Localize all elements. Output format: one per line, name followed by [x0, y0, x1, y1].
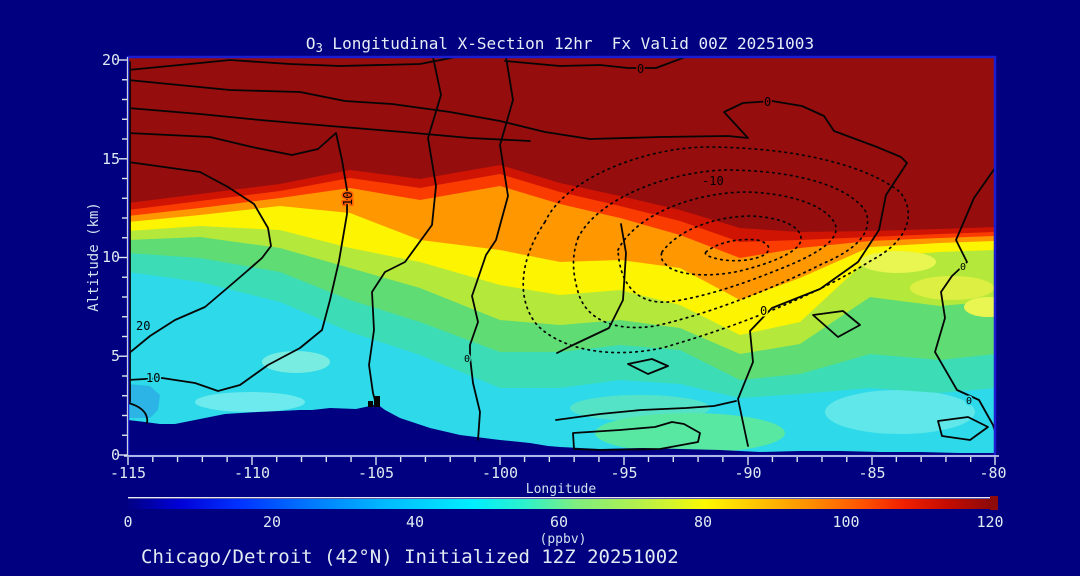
contour-loop — [627, 358, 669, 375]
contour-label: 0 — [764, 95, 771, 109]
y-tick-label: 20 — [102, 51, 120, 69]
x-tick-label: -90 — [734, 464, 761, 482]
contour-loop — [812, 310, 861, 338]
x-tick-label: -115 — [110, 464, 146, 482]
contour-dotted — [704, 238, 770, 262]
x-tick-label: -100 — [482, 464, 518, 482]
colorbar-tick-labels: 0 20 40 60 80 100 120 — [123, 513, 1003, 531]
field-patch-lightcyan — [195, 392, 305, 412]
plot-title: O3 Longitudinal X-Section 12hr Fx Valid … — [306, 34, 814, 55]
contour-dotted — [522, 146, 910, 354]
x-tick-label: -80 — [979, 464, 1006, 482]
field-patch-yellow — [860, 251, 936, 273]
contour-label: 0 — [966, 396, 972, 407]
contour-line-20 — [128, 161, 272, 355]
colorbar-tick-label: 120 — [976, 513, 1003, 531]
field-patch-yellow — [910, 276, 994, 300]
contour-line — [934, 167, 995, 432]
contour-dotted — [660, 215, 802, 276]
caption: Chicago/Detroit (42°N) Initialized 12Z 2… — [141, 546, 679, 568]
colorbar-tick-label: 80 — [694, 513, 712, 531]
x-tick-label: -105 — [358, 464, 394, 482]
contour-label: 20 — [136, 319, 150, 333]
colorbar-tick-label: 40 — [406, 513, 424, 531]
contour-line — [128, 57, 457, 71]
field-patch-springgreen — [595, 413, 785, 453]
x-minor-ticks — [152, 457, 972, 462]
contour-label: -10 — [702, 174, 724, 188]
contour-lines: 0 0 -10 10 20 10 0 0 0 0 — [128, 57, 995, 451]
x-tick-label: -110 — [234, 464, 270, 482]
contour-line — [555, 400, 737, 421]
y-major-ticks — [119, 59, 127, 456]
contour-label: 0 — [637, 62, 644, 76]
contour-line-zero-top — [504, 57, 688, 69]
contour-line — [128, 107, 531, 142]
field-patch-blue — [128, 384, 160, 418]
terrain-marker-icon — [368, 401, 373, 407]
colorbar-tick-label: 20 — [263, 513, 281, 531]
contour-label: 0 — [760, 304, 767, 318]
contour-line — [556, 223, 627, 354]
colorbar-gradient — [128, 499, 990, 509]
contour-dotted — [572, 169, 869, 329]
filled-contour-field — [128, 57, 995, 457]
y-minor-ticks — [122, 79, 127, 436]
terrain-silhouette — [128, 404, 995, 457]
y-tick-label: 15 — [102, 150, 120, 168]
field-patch-lightcyan — [262, 351, 330, 373]
contour-label-rotated: 10 — [341, 192, 355, 206]
y-tick-label: 5 — [111, 347, 120, 365]
colorbar-endcap — [990, 496, 998, 510]
field-patch-yellow — [964, 297, 995, 317]
terrain-marker-icon — [374, 396, 380, 407]
x-tick-labels: -115 -110 -105 -100 -95 -90 -85 -80 — [110, 464, 1007, 482]
colorbar-tick-label: 60 — [550, 513, 568, 531]
colorbar-unit-label: (ppbv) — [540, 532, 587, 547]
y-tick-label: 0 — [111, 446, 120, 464]
contour-label: 0 — [960, 262, 966, 273]
x-tick-label: -95 — [610, 464, 637, 482]
contour-label: 10 — [146, 371, 160, 385]
x-tick-label: -85 — [858, 464, 885, 482]
colorbar-tick-label: 100 — [832, 513, 859, 531]
contour-line — [469, 57, 514, 441]
y-tick-labels: 0 5 10 15 20 — [102, 51, 120, 464]
contour-line-10 — [128, 132, 348, 392]
x-axis-label: Longitude — [526, 482, 597, 497]
colorbar-top-edge — [128, 497, 990, 499]
contour-line — [128, 402, 149, 424]
colorbar-tick-label: 0 — [123, 513, 132, 531]
contour-loop — [572, 421, 701, 451]
x-major-ticks — [127, 457, 996, 465]
contour-dotted — [617, 191, 837, 303]
contour-loop — [937, 416, 989, 441]
y-tick-label: 10 — [102, 248, 120, 266]
y-axis-label: Altitude (km) — [86, 202, 102, 312]
colorbar: 0 20 40 60 80 100 120 (ppbv) — [123, 496, 1004, 547]
field-patch-lightcyan — [825, 390, 975, 434]
contour-label: 0 — [464, 354, 470, 365]
contour-line — [368, 57, 442, 405]
